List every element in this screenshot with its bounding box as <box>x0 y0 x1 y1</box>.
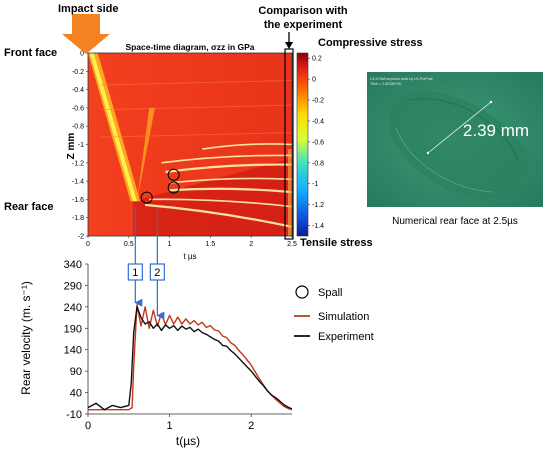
rear-face-label: Rear face <box>4 201 54 213</box>
line-y-tick: 240 <box>64 302 82 314</box>
colorbar-tick: -0.8 <box>312 160 324 167</box>
heatmap-y-tick: -0.8 <box>72 124 84 131</box>
line-x-tick: 2 <box>248 420 254 432</box>
heatmap-y-tick: -1.4 <box>72 179 84 186</box>
heatmap-x-tick: 0 <box>86 241 90 248</box>
heatmap-band-upper-2 <box>100 132 292 138</box>
heatmap-y-tick: -0.4 <box>72 87 84 94</box>
heatmap-y-tick: -1.2 <box>72 160 84 167</box>
fe-rear-face-panel: LS-DYNA keyword deck by LS-PrePost Time … <box>367 72 543 227</box>
line-y-tick: -10 <box>66 409 82 421</box>
comparison-label-2: the experiment <box>264 19 343 31</box>
marker-label-1: 1 <box>132 267 138 279</box>
colorbar-tick: -0.6 <box>312 139 324 146</box>
impact-arrow <box>62 14 110 54</box>
heatmap-spall-streak-1 <box>165 163 292 174</box>
heatmap-x-tick: 1.5 <box>206 241 216 248</box>
colorbar-tick: -0.2 <box>312 98 324 105</box>
heatmap-band-upper-0 <box>100 79 292 86</box>
heatmap-x-label: t µs <box>183 252 196 261</box>
heatmap-band-upper-1 <box>100 104 292 111</box>
heatmap-x-tick: 2 <box>249 241 253 248</box>
heatmap-spall-streak-2 <box>169 177 292 184</box>
spall-circles <box>140 168 180 204</box>
line-y-axis: -10 40 90 140 190 240 290 340 <box>64 259 88 421</box>
heatmap-y-tick: -2 <box>78 234 84 241</box>
colorbar-ticks: 0.2 0 -0.2 -0.4 -0.6 -0.8 -1 -1.2 -1.4 <box>308 56 324 230</box>
legend-simulation: Simulation <box>318 311 369 323</box>
spall-circle-0 <box>167 168 180 181</box>
legend: Spall Simulation Experiment <box>294 285 374 343</box>
heatmap-x-tick: 1 <box>168 241 172 248</box>
legend-spall-symbol <box>295 285 309 299</box>
impact-side-label: Impact side <box>58 3 119 15</box>
line-x-tick: 1 <box>167 420 173 432</box>
heatmap-title: Space-time diagram, σzz in GPa <box>125 42 254 52</box>
line-y-tick: 340 <box>64 259 82 271</box>
line-series <box>88 304 292 411</box>
fe-header-2: Time = 2.5015E+00 <box>370 82 401 86</box>
heatmap-y-tick: -1.8 <box>72 215 84 222</box>
line-x-axis: 0 1 2 <box>85 414 254 432</box>
colorbar-tick: -1 <box>312 181 318 188</box>
space-time-diagram: Space-time diagram, σzz in GPa 0 -0.2 -0.4… <box>66 42 297 261</box>
line-y-tick: 140 <box>64 345 82 357</box>
spall-circle-1 <box>167 181 180 194</box>
heatmap-x-tick: 0.5 <box>124 241 134 248</box>
fe-header-1: LS-DYNA keyword deck by LS-PrePost <box>370 77 433 81</box>
series-experiment <box>88 306 292 411</box>
line-y-tick: 40 <box>70 388 82 400</box>
heatmap-features <box>88 53 292 236</box>
line-y-label: Rear velocity (m. s⁻¹) <box>19 281 33 395</box>
line-y-tick: 190 <box>64 323 82 335</box>
legend-spall: Spall <box>318 287 342 299</box>
colorbar-tick: -1.2 <box>312 202 324 209</box>
fe-measure-line <box>427 101 492 154</box>
colorbar-tick: -0.4 <box>312 118 324 125</box>
spall-circle-2 <box>140 191 153 204</box>
heatmap-spall-streak-5 <box>145 203 292 228</box>
line-x-tick: 0 <box>85 420 91 432</box>
heatmap-y-tick: -1.6 <box>72 197 84 204</box>
heatmap-spall-streak-6 <box>202 143 292 150</box>
heatmap-y-tick: 0 <box>80 51 84 58</box>
compressive-stress-label: Compressive stress <box>318 37 423 49</box>
heatmap-spall-streak-3 <box>169 187 292 194</box>
colorbar-tick: 0 <box>312 77 316 84</box>
heatmap-y-tick: -1 <box>78 142 84 149</box>
heatmap-spall-streak-0 <box>161 154 292 164</box>
heatmap-edge-strip <box>287 149 292 236</box>
heatmap-x-tick: 2.5 <box>287 241 297 248</box>
heatmap-release-fan <box>136 107 155 202</box>
series-simulation <box>88 304 292 411</box>
line-y-tick: 290 <box>64 280 82 292</box>
tensile-stress-label: Tensile stress <box>300 237 373 249</box>
line-x-label: t(µs) <box>176 434 200 448</box>
heatmap-wave-core <box>89 53 137 202</box>
heatmap-x-axis: 0 0.5 1 1.5 2 2.5 <box>86 236 297 248</box>
heatmap-y-tick: -0.2 <box>72 69 84 76</box>
colorbar-tick: 0.2 <box>312 56 322 63</box>
marker-label-2: 2 <box>154 267 160 279</box>
heatmap-y-tick: -0.6 <box>72 105 84 112</box>
heatmap-y-axis: 0 -0.2 -0.4 -0.6 -0.8 -1 -1.2 -1.4 -1.6 -1.8 -2 <box>72 51 88 241</box>
comparison-label-1: Comparison with <box>258 5 348 17</box>
fe-measurement: 2.39 mm <box>463 121 529 140</box>
fe-bulge <box>389 91 528 199</box>
fe-caption: Numerical rear face at 2.5µs <box>392 216 518 227</box>
colorbar-tick: -1.4 <box>312 223 324 230</box>
legend-experiment: Experiment <box>318 331 374 343</box>
colorbar-gradient <box>296 52 309 237</box>
heatmap-spall-streak-4 <box>149 198 292 208</box>
colorbar: 0.2 0 -0.2 -0.4 -0.6 -0.8 -1 -1.2 -1.4 <box>296 52 324 237</box>
heatmap-y-label: Z mm <box>66 133 77 160</box>
line-y-tick: 90 <box>70 366 82 378</box>
front-face-label: Front face <box>4 47 57 59</box>
